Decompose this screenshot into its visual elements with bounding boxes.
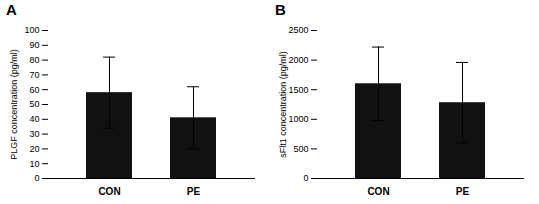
svg-text:50: 50 xyxy=(29,99,39,109)
svg-text:CON: CON xyxy=(98,186,120,197)
svg-text:90: 90 xyxy=(29,40,39,50)
svg-text:10: 10 xyxy=(29,159,39,169)
svg-text:1000: 1000 xyxy=(288,114,308,124)
svg-text:40: 40 xyxy=(29,114,39,124)
svg-text:100: 100 xyxy=(24,25,39,35)
svg-text:CON: CON xyxy=(367,186,389,197)
svg-text:sFlt1 concentration (pg/ml): sFlt1 concentration (pg/ml) xyxy=(278,51,288,158)
svg-text:1500: 1500 xyxy=(288,85,308,95)
svg-text:2500: 2500 xyxy=(288,25,308,35)
html-text:A: A xyxy=(6,1,17,18)
svg-text:0: 0 xyxy=(34,173,39,183)
svg-text:500: 500 xyxy=(293,144,308,154)
svg-text:60: 60 xyxy=(29,85,39,95)
svg-text:70: 70 xyxy=(29,70,39,80)
svg-text:30: 30 xyxy=(29,129,39,139)
html-text:B: B xyxy=(275,1,286,18)
svg-text:PE: PE xyxy=(187,186,201,197)
svg-text:PE: PE xyxy=(456,186,470,197)
svg-text:20: 20 xyxy=(29,144,39,154)
svg-text:2000: 2000 xyxy=(288,55,308,65)
svg-text:0: 0 xyxy=(303,173,308,183)
svg-text:PLGF concentration (pg/ml): PLGF concentration (pg/ml) xyxy=(9,49,19,160)
svg-text:80: 80 xyxy=(29,55,39,65)
